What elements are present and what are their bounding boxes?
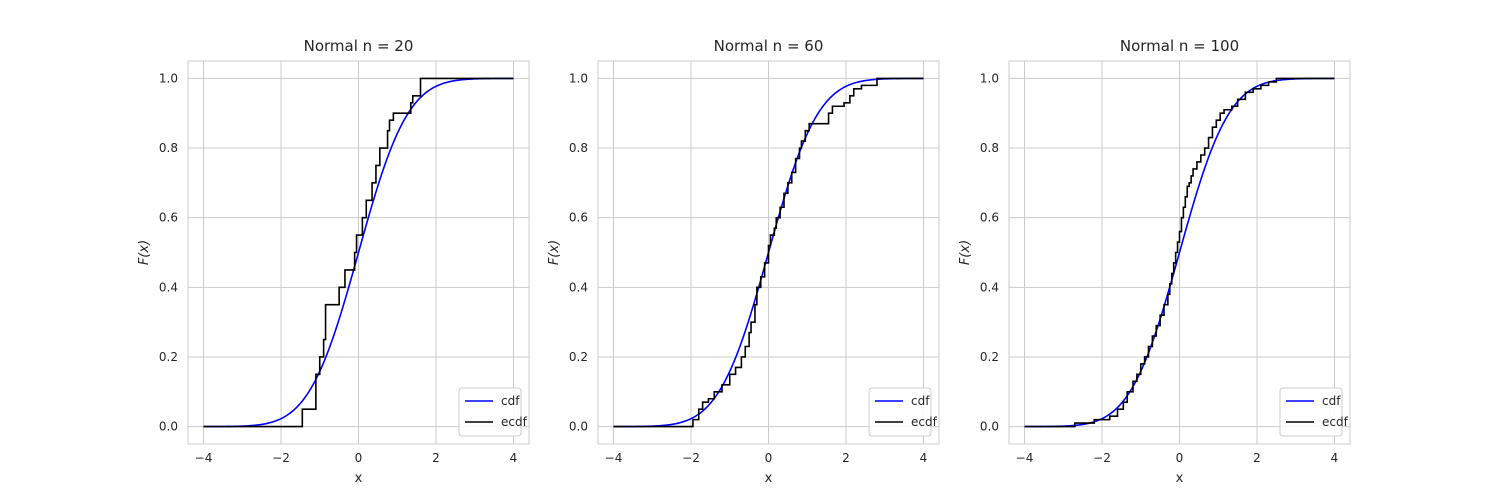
y-tick-label: 1.0 [159, 71, 178, 85]
legend-box [458, 387, 522, 437]
chart-panel-1: −4 −2 0 2 4 0.0 0.2 0.4 0.6 0.8 1.0 Normal n = 20 x F… [137, 37, 530, 486]
x-tick-label: −2 [682, 451, 700, 465]
x-tick-label: −2 [272, 451, 290, 465]
x-tick-label: −4 [195, 451, 213, 465]
x-tick-label: 0 [355, 451, 363, 465]
y-tick-label: 0.8 [980, 141, 999, 155]
y-axis-label: F(x) [137, 240, 152, 265]
y-tick-label: 0.0 [159, 420, 178, 434]
series-line-ecdf [613, 77, 924, 428]
x-tick-label: −4 [605, 451, 623, 465]
y-axis-label: F(x) [958, 240, 973, 265]
chart-title: Normal n = 100 [1120, 37, 1239, 55]
y-tick-label: 0.2 [980, 350, 999, 364]
legend-label-cdf: cdf [501, 394, 520, 408]
x-axis-label: x [765, 471, 773, 486]
legend-label-cdf: cdf [1322, 394, 1341, 408]
series-line-ecdf [1024, 77, 1335, 428]
y-tick-label: 0.2 [159, 350, 178, 364]
chart-title: Normal n = 20 [304, 37, 414, 55]
y-tick-label: 0.4 [159, 280, 178, 294]
chart-panel-3: −4 −2 0 2 4 0.0 0.2 0.4 0.6 0.8 1.0 Normal n = 100 x… [958, 37, 1351, 486]
y-tick-label: 0.0 [569, 420, 588, 434]
x-tick-label: 2 [1253, 451, 1261, 465]
x-axis-label: x [355, 471, 363, 486]
legend: cdf ecdf [1279, 387, 1349, 437]
y-tick-label: 0.0 [980, 420, 999, 434]
y-tick-label: 0.4 [980, 280, 999, 294]
legend-label-ecdf: ecdf [1322, 415, 1349, 429]
legend-label-ecdf: ecdf [501, 415, 528, 429]
legend-label-ecdf: ecdf [911, 415, 938, 429]
plot-frame [187, 60, 530, 445]
legend-label-cdf: cdf [911, 394, 930, 408]
x-tick-label: 4 [920, 451, 928, 465]
x-tick-label: 4 [1331, 451, 1339, 465]
plot-frame [1008, 60, 1351, 445]
x-tick-label: −4 [1016, 451, 1034, 465]
series-line-cdf [203, 77, 514, 428]
chart-panel-2: −4 −2 0 2 4 0.0 0.2 0.4 0.6 0.8 1.0 Normal n = 60 x F… [547, 37, 940, 486]
chart-title: Normal n = 60 [714, 37, 824, 55]
plot-frame [597, 60, 940, 445]
y-tick-label: 0.6 [159, 211, 178, 225]
y-tick-label: 0.6 [980, 211, 999, 225]
x-tick-label: −2 [1093, 451, 1111, 465]
y-axis-label: F(x) [547, 240, 562, 265]
y-tick-label: 0.8 [569, 141, 588, 155]
y-tick-label: 0.6 [569, 211, 588, 225]
x-tick-label: 2 [842, 451, 850, 465]
x-tick-label: 4 [510, 451, 518, 465]
x-tick-label: 2 [432, 451, 440, 465]
series-line-cdf [1024, 77, 1335, 428]
y-tick-label: 0.8 [159, 141, 178, 155]
x-tick-label: 0 [765, 451, 773, 465]
y-tick-label: 1.0 [980, 71, 999, 85]
legend: cdf ecdf [868, 387, 938, 437]
legend-box [1279, 387, 1343, 437]
x-tick-label: 0 [1176, 451, 1184, 465]
legend: cdf ecdf [458, 387, 528, 437]
y-tick-label: 0.2 [569, 350, 588, 364]
series-line-ecdf [203, 77, 514, 428]
x-axis-label: x [1176, 471, 1184, 486]
legend-box [868, 387, 932, 437]
y-tick-label: 1.0 [569, 71, 588, 85]
y-tick-label: 0.4 [569, 280, 588, 294]
